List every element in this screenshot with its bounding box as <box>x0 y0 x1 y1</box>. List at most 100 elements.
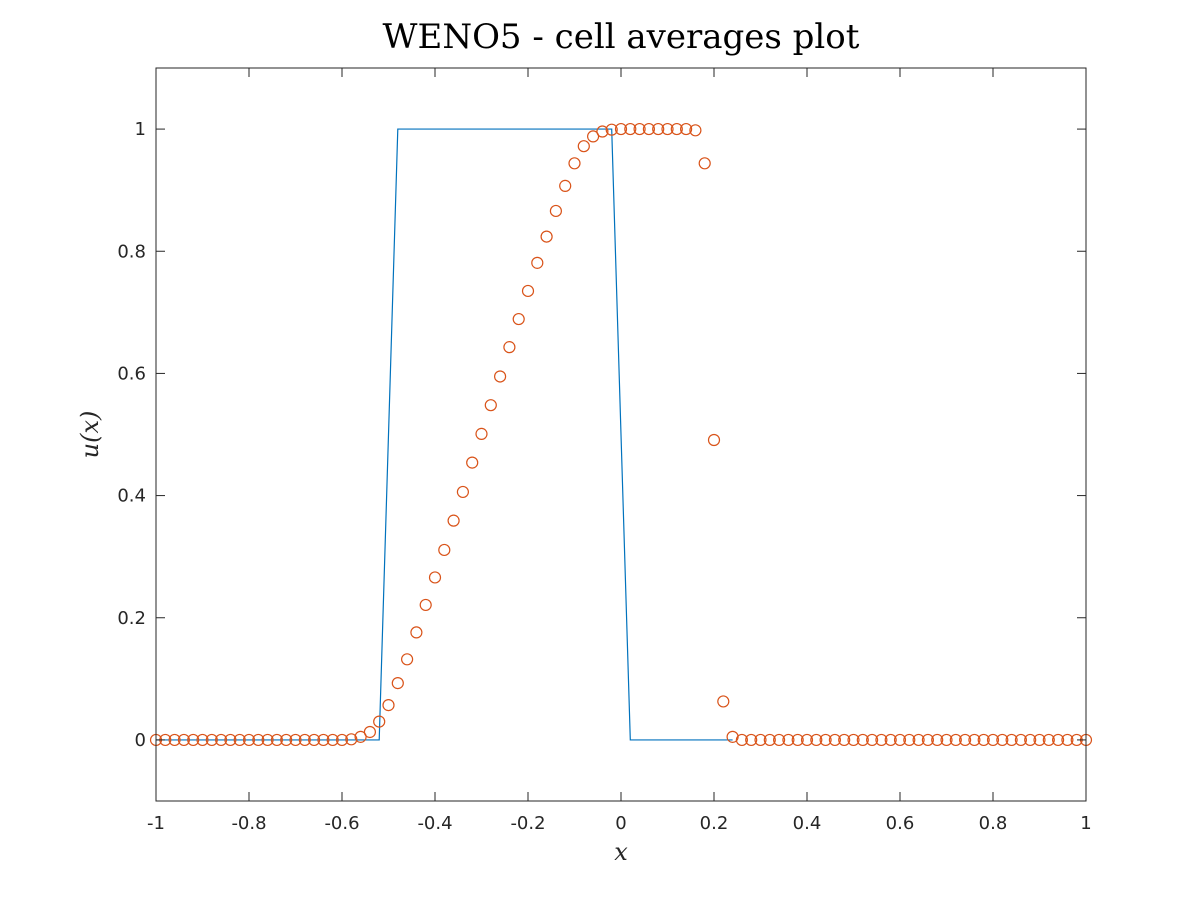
y-tick-label: 1 <box>135 119 146 140</box>
data-point <box>577 140 590 153</box>
data-point <box>382 698 395 712</box>
x-axis-label: x <box>614 838 628 866</box>
data-point <box>1014 733 1028 747</box>
data-point <box>856 733 869 747</box>
y-tick-label: 0.8 <box>117 241 146 262</box>
data-point <box>363 725 376 739</box>
data-point <box>270 733 283 747</box>
data-point <box>242 733 256 747</box>
data-point <box>559 179 572 192</box>
data-point <box>838 733 851 747</box>
data-point <box>187 733 200 747</box>
data-point <box>726 730 739 743</box>
axes-layer: -1 -0.8 -0.6 -0.4 -0.2 0 0.2 0.4 0.6 0.8 1 0 0.2 0.4 0… <box>117 67 1092 834</box>
data-point <box>810 733 823 747</box>
x-tick-label: -0.2 <box>510 813 545 834</box>
data-point <box>521 284 535 298</box>
data-point <box>252 733 265 747</box>
data-point <box>438 543 451 557</box>
x-tick-label: -0.4 <box>417 813 452 834</box>
series-layer <box>149 122 1093 747</box>
y-tick-label: 0.4 <box>117 486 146 507</box>
data-point <box>754 733 767 747</box>
data-point <box>958 733 972 747</box>
x-tick-label: -0.6 <box>324 813 359 834</box>
data-point <box>763 733 776 747</box>
data-point <box>977 733 990 747</box>
chart-title: WENO5 - cell averages plot <box>383 17 860 57</box>
y-tick-label: 0.6 <box>117 363 146 384</box>
data-point <box>903 733 916 747</box>
x-tick-label: 0.8 <box>979 813 1008 834</box>
data-point <box>745 733 758 747</box>
data-point <box>233 733 246 747</box>
data-point <box>679 122 693 136</box>
data-point <box>335 733 349 747</box>
data-point <box>921 733 935 747</box>
data-point <box>215 733 228 747</box>
data-point <box>828 733 842 747</box>
x-tick-label: 0 <box>615 813 626 834</box>
data-point <box>707 433 721 447</box>
data-point <box>717 695 730 708</box>
data-point <box>1051 733 1065 747</box>
data-point <box>168 733 181 747</box>
y-axis-label: u(x) <box>76 411 104 459</box>
data-point <box>875 733 888 747</box>
data-point <box>391 677 404 690</box>
data-point <box>298 733 311 747</box>
data-point <box>1042 733 1055 747</box>
series-line <box>156 128 733 741</box>
data-point <box>317 733 330 747</box>
data-point <box>931 733 944 747</box>
data-point <box>893 733 907 747</box>
data-point <box>484 399 497 412</box>
y-tick-label: 0.2 <box>117 608 146 629</box>
data-point <box>447 514 460 527</box>
data-point <box>884 733 897 747</box>
data-point <box>549 204 563 218</box>
data-point <box>1033 733 1046 747</box>
marker-series <box>149 122 1093 747</box>
data-point <box>540 230 553 243</box>
data-point <box>326 733 339 747</box>
data-point <box>308 733 321 747</box>
data-point <box>605 123 618 136</box>
data-point <box>819 733 832 747</box>
data-point <box>689 124 702 137</box>
data-point <box>614 122 628 136</box>
data-point <box>466 456 479 469</box>
data-point <box>354 730 367 743</box>
y-tick-label: 0 <box>135 730 146 751</box>
data-point <box>596 125 609 138</box>
x-tick-label: -0.8 <box>231 813 266 834</box>
data-point <box>586 130 600 143</box>
data-point <box>475 427 488 440</box>
data-point <box>986 733 1000 747</box>
data-point <box>772 733 786 747</box>
data-point <box>624 122 637 136</box>
data-point <box>419 598 432 612</box>
data-point <box>373 715 386 728</box>
data-point <box>968 733 981 747</box>
data-point <box>698 157 711 170</box>
x-tick-label: 1 <box>1080 813 1091 834</box>
data-point <box>912 733 925 747</box>
data-point <box>782 733 795 747</box>
x-tick-label: 0.2 <box>700 813 729 834</box>
data-point <box>1061 733 1074 747</box>
data-point <box>800 733 814 747</box>
data-point <box>531 256 544 269</box>
data-point <box>494 370 507 383</box>
data-point <box>289 733 302 747</box>
data-point <box>512 312 525 326</box>
data-point <box>205 733 218 747</box>
data-point <box>224 733 237 747</box>
data-point <box>401 653 414 666</box>
data-point <box>661 122 674 136</box>
data-point <box>791 733 804 747</box>
data-point <box>456 485 469 499</box>
data-point <box>633 122 646 136</box>
data-point <box>865 733 879 747</box>
